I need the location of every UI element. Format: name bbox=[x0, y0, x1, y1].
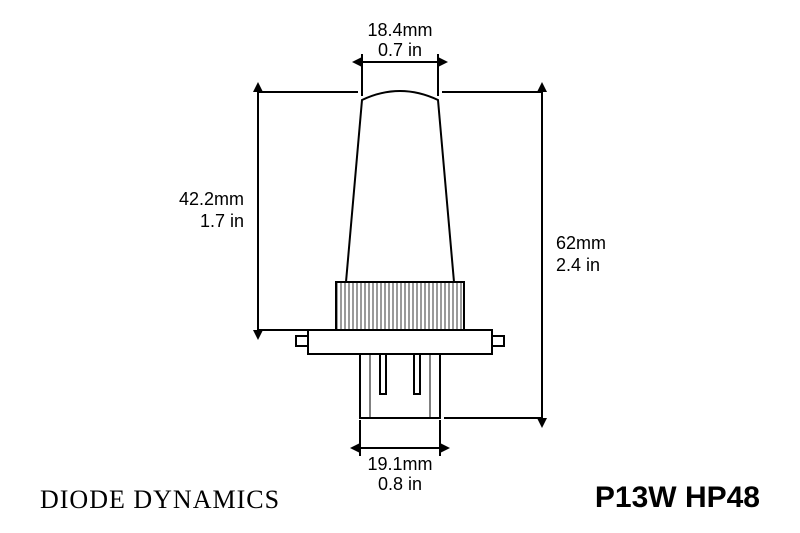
svg-text:18.4mm: 18.4mm bbox=[367, 20, 432, 40]
svg-text:0.7 in: 0.7 in bbox=[378, 40, 422, 60]
brand-name: DIODE DYNAMICS bbox=[40, 485, 280, 515]
model-name: P13W HP48 bbox=[595, 481, 760, 515]
svg-text:19.1mm: 19.1mm bbox=[367, 454, 432, 474]
technical-drawing: 18.4mm0.7 in 42.2mm1.7 in 62mm2.4 in 19.1mm… bbox=[0, 0, 800, 533]
svg-text:0.8 in: 0.8 in bbox=[378, 474, 422, 494]
svg-text:42.2mm: 42.2mm bbox=[179, 189, 244, 209]
svg-text:1.7 in: 1.7 in bbox=[200, 211, 244, 231]
svg-text:2.4 in: 2.4 in bbox=[556, 255, 600, 275]
diagram-stage: 18.4mm0.7 in 42.2mm1.7 in 62mm2.4 in 19.1mm… bbox=[0, 0, 800, 533]
svg-text:62mm: 62mm bbox=[556, 233, 606, 253]
